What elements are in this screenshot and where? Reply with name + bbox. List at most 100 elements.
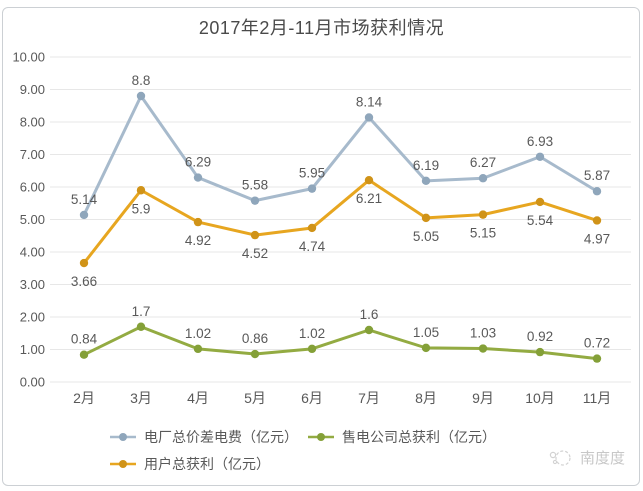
y-tick-label: 5.00 bbox=[20, 212, 45, 227]
data-point-label: 5.58 bbox=[242, 178, 268, 193]
legend-row-1: 电厂总价差电费（亿元） 售电公司总获利（亿元） bbox=[110, 425, 496, 449]
data-point-label: 1.6 bbox=[360, 307, 379, 322]
y-tick-label: 0.00 bbox=[20, 375, 45, 390]
data-point-label: 1.03 bbox=[470, 326, 496, 341]
x-tick-label: 11月 bbox=[583, 390, 612, 406]
x-tick-label: 7月 bbox=[358, 390, 380, 406]
data-point-label: 6.93 bbox=[527, 134, 553, 149]
data-point-marker bbox=[193, 217, 203, 227]
data-point-marker bbox=[79, 258, 89, 268]
x-tick-label: 4月 bbox=[187, 390, 209, 406]
y-tick-label: 7.00 bbox=[20, 147, 45, 162]
data-point-marker bbox=[421, 343, 431, 353]
line-marker-icon bbox=[308, 433, 334, 441]
data-point-marker bbox=[250, 349, 260, 359]
data-point-label: 5.15 bbox=[470, 226, 496, 241]
data-point-marker bbox=[592, 187, 602, 196]
data-point-label: 5.05 bbox=[413, 229, 439, 244]
line-chart: 0.00 1.00 2.00 3.00 4.00 5.00 6.00 7.00 8.00 9.00… bbox=[12, 50, 631, 406]
data-point-marker bbox=[478, 210, 488, 219]
data-point-label: 4.74 bbox=[299, 239, 326, 254]
data-point-marker bbox=[136, 91, 146, 101]
y-tick-label: 3.00 bbox=[20, 277, 45, 292]
x-tick-label: 6月 bbox=[301, 390, 323, 406]
data-point-label: 0.84 bbox=[71, 332, 98, 347]
x-tick-label: 9月 bbox=[472, 390, 494, 406]
data-point-marker bbox=[79, 350, 89, 359]
data-point-label: 5.54 bbox=[527, 213, 554, 228]
x-tick-label: 10月 bbox=[525, 390, 555, 406]
data-point-marker bbox=[421, 176, 431, 186]
y-tick-label: 4.00 bbox=[20, 245, 45, 260]
line-marker-icon bbox=[110, 460, 136, 468]
data-point-marker bbox=[136, 186, 146, 195]
data-point-marker bbox=[193, 344, 203, 354]
legend-item-plant-price-diff[interactable]: 电厂总价差电费（亿元） bbox=[110, 427, 298, 447]
y-tick-label: 8.00 bbox=[20, 115, 45, 130]
data-point-label: 6.29 bbox=[185, 155, 211, 170]
data-point-label: 5.87 bbox=[584, 168, 610, 183]
data-point-marker bbox=[535, 197, 545, 207]
data-point-marker bbox=[535, 347, 545, 357]
x-tick-label: 2月 bbox=[73, 390, 95, 406]
data-point-label: 5.14 bbox=[71, 192, 98, 207]
data-point-marker bbox=[250, 196, 260, 205]
data-point-label: 1.05 bbox=[413, 325, 439, 340]
y-tick-label: 2.00 bbox=[20, 310, 45, 325]
data-point-label: 8.8 bbox=[132, 73, 151, 88]
data-point-marker bbox=[478, 174, 488, 183]
x-tick-label: 8月 bbox=[415, 390, 437, 406]
watermark-logo-icon bbox=[549, 449, 571, 466]
y-tick-label: 9.00 bbox=[20, 82, 45, 97]
series-line bbox=[83, 325, 598, 361]
data-point-label: 0.72 bbox=[584, 336, 610, 351]
data-point-label: 6.19 bbox=[413, 158, 439, 173]
legend-label: 售电公司总获利（亿元） bbox=[342, 429, 496, 445]
y-tick-label: 1.00 bbox=[20, 342, 45, 357]
data-point-label: 1.7 bbox=[132, 304, 151, 319]
data-point-marker bbox=[478, 344, 488, 353]
data-point-marker bbox=[79, 210, 89, 220]
data-point-marker bbox=[592, 216, 602, 225]
legend-label: 用户总获利（亿元） bbox=[144, 456, 270, 472]
y-tick-label: 10.00 bbox=[12, 50, 45, 65]
legend: 电厂总价差电费（亿元） 售电公司总获利（亿元） 用户总获利（亿元） bbox=[110, 425, 496, 476]
data-point-label: 4.97 bbox=[584, 231, 610, 246]
data-point-label: 8.14 bbox=[356, 94, 383, 109]
x-tick-label: 3月 bbox=[130, 390, 152, 406]
data-point-label: 1.02 bbox=[185, 326, 211, 341]
data-point-label: 4.52 bbox=[242, 246, 268, 261]
data-point-marker bbox=[307, 344, 317, 354]
data-point-label: 5.95 bbox=[299, 166, 325, 181]
legend-item-user-profit[interactable]: 用户总获利（亿元） bbox=[110, 454, 270, 474]
data-point-marker bbox=[364, 325, 374, 335]
data-point-label: 3.66 bbox=[71, 274, 97, 289]
data-point-label: 4.92 bbox=[185, 233, 211, 248]
legend-row-2: 用户总获利（亿元） bbox=[110, 452, 496, 476]
data-point-marker bbox=[364, 175, 374, 185]
series-line bbox=[82, 178, 598, 264]
data-point-marker bbox=[535, 152, 545, 161]
data-point-marker bbox=[592, 354, 602, 363]
data-point-label: 1.02 bbox=[299, 326, 325, 341]
series-line bbox=[82, 94, 598, 216]
data-point-label: 0.86 bbox=[242, 331, 268, 346]
legend-item-retail-company-profit[interactable]: 售电公司总获利（亿元） bbox=[308, 427, 496, 447]
legend-label: 电厂总价差电费（亿元） bbox=[144, 429, 298, 445]
data-point-label: 0.92 bbox=[527, 329, 553, 344]
data-point-marker bbox=[307, 184, 317, 193]
data-point-marker bbox=[136, 322, 146, 331]
watermark: 南度度 bbox=[548, 447, 625, 468]
chart-title: 2017年2月-11月市场获利情况 bbox=[198, 18, 445, 38]
data-point-label: 6.21 bbox=[356, 191, 382, 206]
data-point-label: 6.27 bbox=[470, 155, 496, 170]
data-point-marker bbox=[421, 213, 431, 223]
watermark-text: 南度度 bbox=[579, 450, 625, 467]
data-point-marker bbox=[307, 223, 317, 233]
data-point-marker bbox=[250, 230, 260, 240]
data-point-marker bbox=[193, 173, 203, 182]
x-tick-label: 5月 bbox=[244, 390, 266, 406]
line-marker-icon bbox=[110, 433, 136, 441]
y-tick-label: 6.00 bbox=[20, 180, 45, 195]
data-point-label: 5.9 bbox=[132, 201, 151, 216]
